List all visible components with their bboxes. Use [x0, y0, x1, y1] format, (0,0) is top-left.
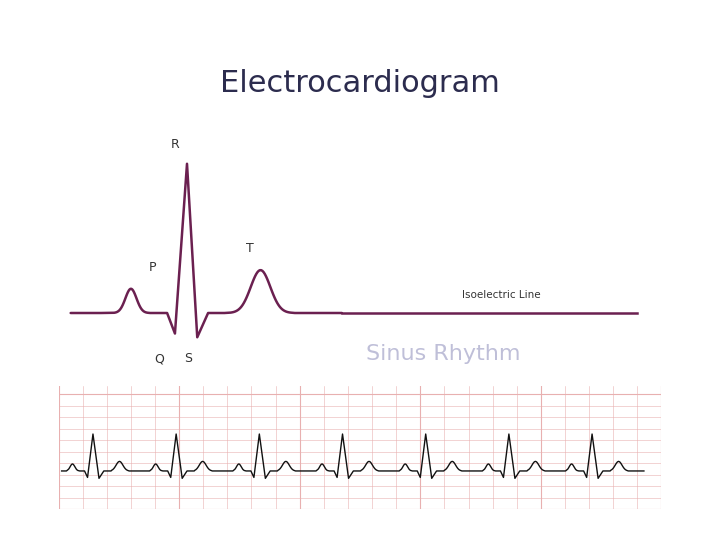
Text: S: S	[184, 352, 192, 365]
Text: P: P	[148, 261, 156, 274]
Text: T: T	[246, 242, 254, 255]
Text: Q: Q	[154, 352, 164, 365]
Text: R: R	[171, 138, 179, 151]
Text: Sinus Rhythm: Sinus Rhythm	[366, 344, 521, 364]
Text: Isoelectric Line: Isoelectric Line	[462, 290, 541, 300]
Text: Electrocardiogram: Electrocardiogram	[220, 69, 500, 98]
